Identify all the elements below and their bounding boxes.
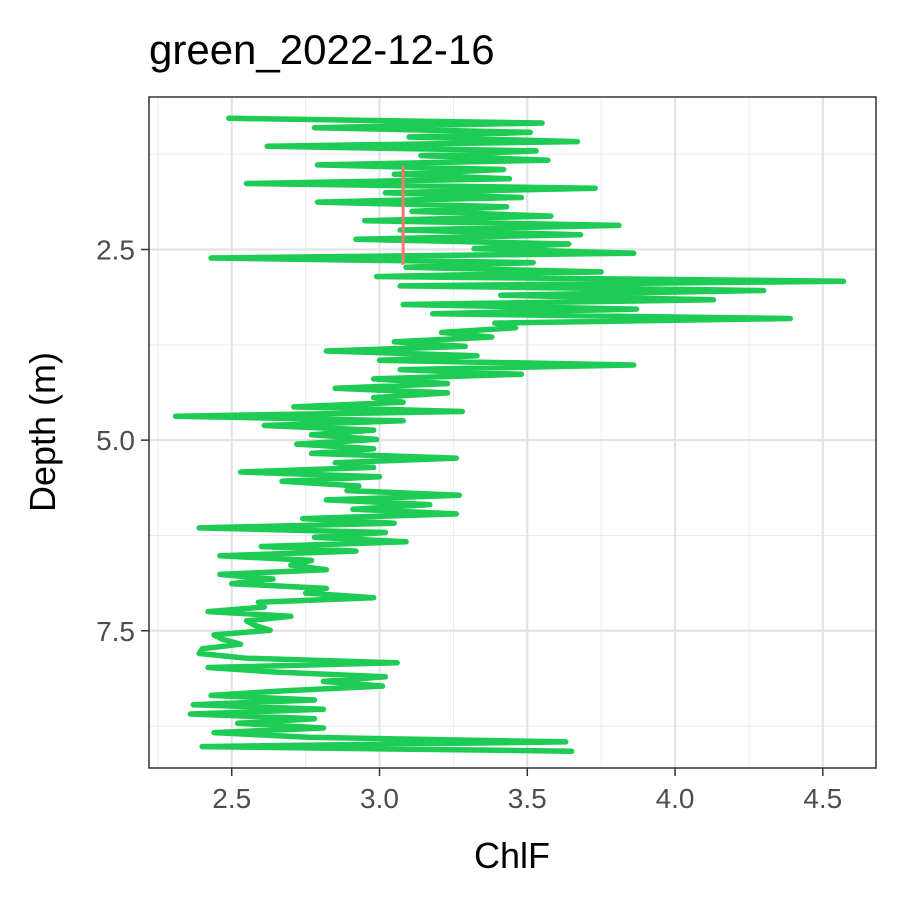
- x-tick-label: 2.5: [212, 783, 251, 814]
- chart-title: green_2022-12-16: [149, 26, 495, 73]
- x-tick-label: 3.5: [508, 783, 547, 814]
- axis-ticks: 2.5 3.0 3.5 4.0 4.5 2.5 5.0 7.5: [96, 235, 842, 815]
- panel-border: [148, 96, 877, 769]
- grid: [149, 97, 876, 768]
- x-axis-title: ChlF: [474, 835, 550, 876]
- x-tick-label: 4.5: [803, 783, 842, 814]
- x-tick-label: 4.0: [656, 783, 695, 814]
- x-tick-label: 3.0: [360, 783, 399, 814]
- panel-background: [149, 97, 876, 768]
- y-axis-title: Depth (m): [22, 352, 63, 512]
- series-line-chlf: [172, 115, 847, 754]
- y-tick-label: 5.0: [96, 425, 135, 456]
- y-tick-label: 7.5: [96, 616, 135, 647]
- y-tick-label: 2.5: [96, 235, 135, 266]
- series-layer: [172, 115, 847, 754]
